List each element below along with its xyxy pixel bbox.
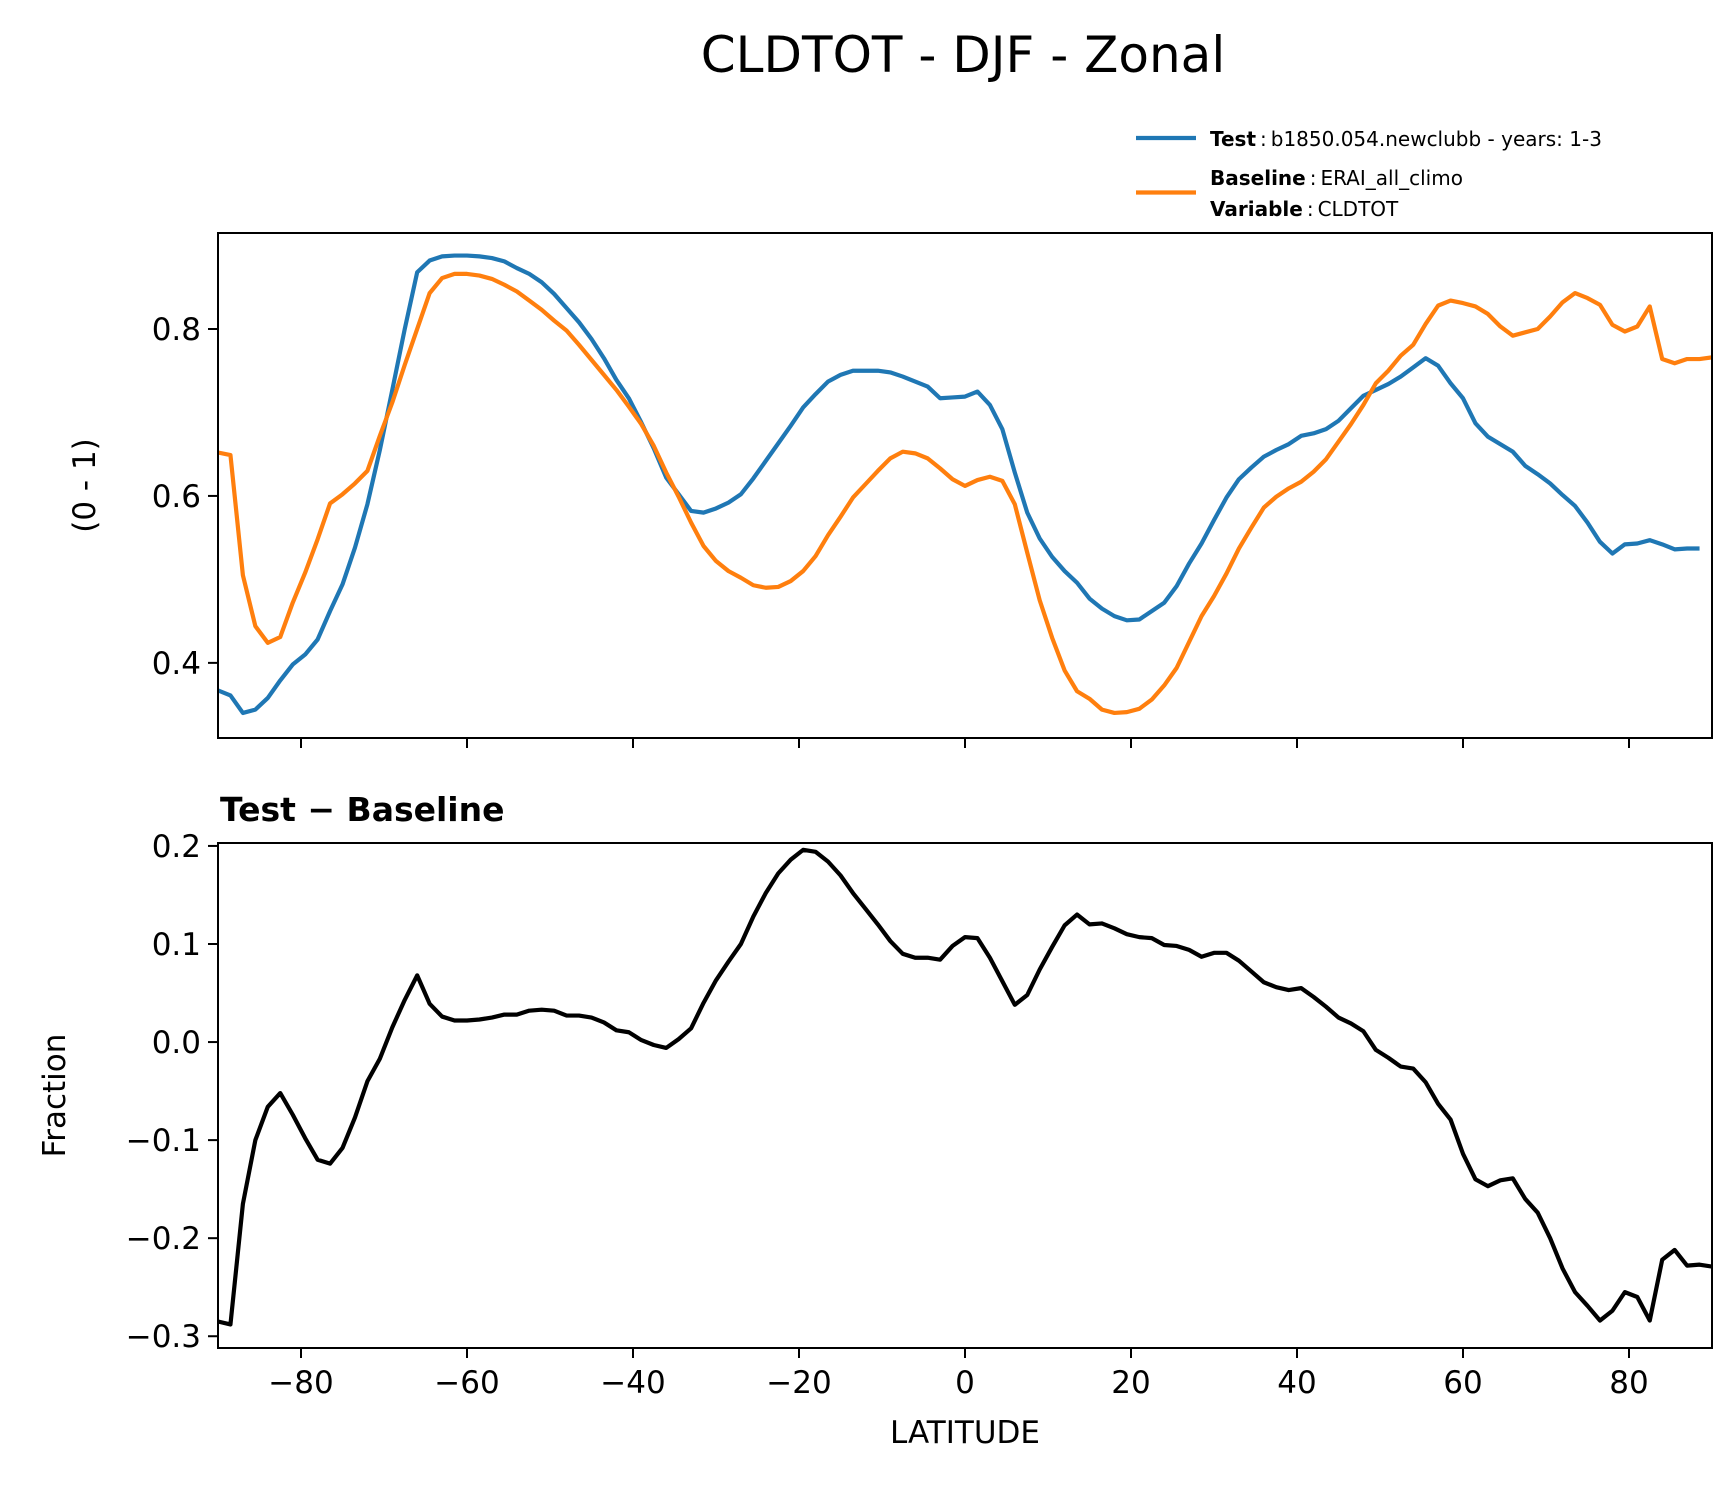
legend-value: : b1850.054.newclubb - years: 1-3 <box>1256 127 1602 151</box>
legend-key: Variable <box>1210 197 1303 221</box>
x-tick-label: 20 <box>1111 1365 1150 1401</box>
y-axis-label: Fraction <box>37 1034 73 1158</box>
x-tick-label: 60 <box>1443 1365 1482 1401</box>
axes-frame <box>217 842 1713 1349</box>
x-tick-label: −20 <box>766 1365 831 1401</box>
x-tick-label: 40 <box>1277 1365 1316 1401</box>
y-tick-label: −0.3 <box>126 1319 201 1355</box>
series-group <box>218 847 1712 1327</box>
y-tick-label: 0.6 <box>152 479 201 515</box>
legend-key: Test <box>1210 127 1256 151</box>
bottom-panel: −0.3 −0.2 −0.1 0.0 0.1 0.2 −80 −60 −40 −20 0 20 40 60… <box>37 790 1713 1451</box>
y-axis-label: (0 - 1) <box>67 438 103 533</box>
legend-value: : ERAI_all_climo <box>1306 166 1463 190</box>
y-tick-label: 0.0 <box>152 1025 201 1061</box>
legend-value: : CLDTOT <box>1303 197 1399 221</box>
y-tick-label: 0.4 <box>152 646 201 682</box>
legend-entry-text: Variable : CLDTOT <box>1210 197 1399 221</box>
series-line-baseline <box>218 271 1712 716</box>
series-line-test-baseline <box>218 847 1712 1327</box>
x-tick-label: 0 <box>955 1365 975 1401</box>
legend-entry-text: Test : b1850.054.newclubb - years: 1-3 <box>1210 127 1602 151</box>
x-axis-label: LATITUDE <box>890 1415 1040 1451</box>
y-tick-label: 0.1 <box>152 927 201 963</box>
x-tick-label: −80 <box>268 1365 333 1401</box>
series-line-test <box>218 253 1700 716</box>
figure-title: CLDTOT - DJF - Zonal <box>701 26 1225 84</box>
legend-entry-text: Baseline : ERAI_all_climo <box>1210 166 1463 190</box>
y-tick-label: 0.8 <box>152 312 201 348</box>
legend-key: Baseline <box>1210 166 1306 190</box>
x-tick-label: −60 <box>434 1365 499 1401</box>
x-tick-label: −40 <box>600 1365 665 1401</box>
y-tick-label: −0.1 <box>126 1123 201 1159</box>
series-group <box>218 253 1712 716</box>
legend: Test : b1850.054.newclubb - years: 1-3 Ba… <box>1136 127 1602 221</box>
y-tick-label: −0.2 <box>126 1221 201 1257</box>
x-tick-label: 80 <box>1609 1365 1648 1401</box>
y-tick-label: 0.2 <box>152 829 201 865</box>
top-panel: 0.4 0.6 0.8 (0 - 1) <box>67 232 1713 748</box>
panel-title: Test − Baseline <box>220 790 505 829</box>
